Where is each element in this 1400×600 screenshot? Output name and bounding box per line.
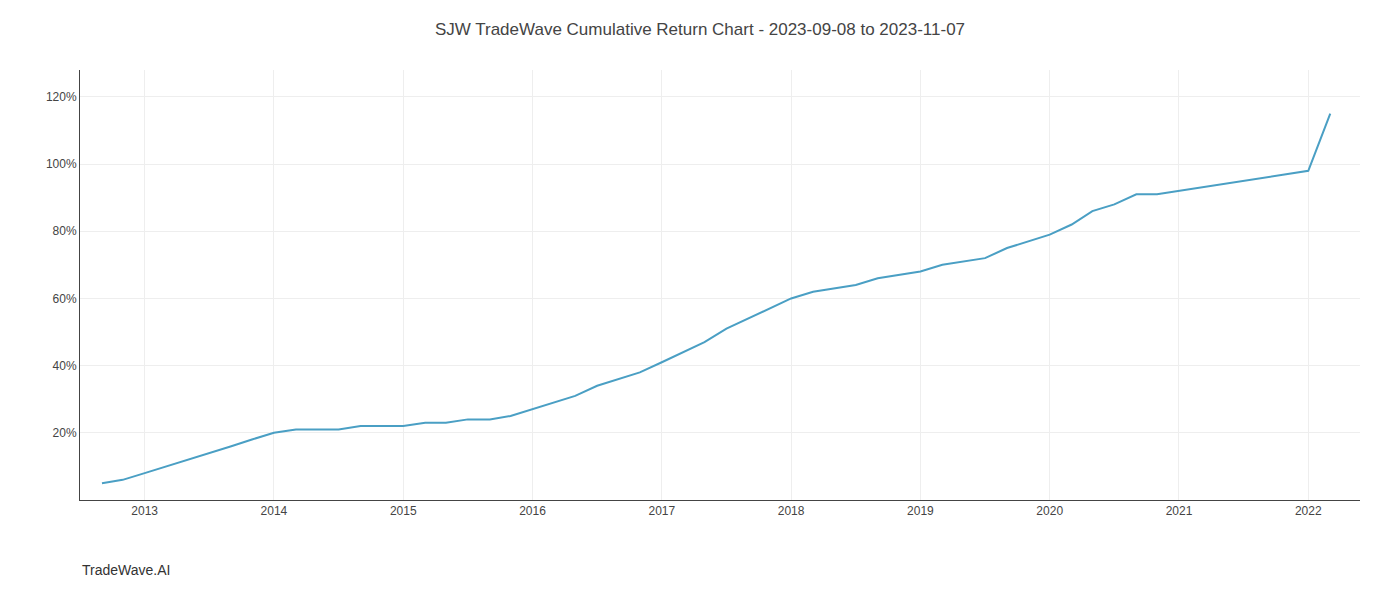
svg-text:2015: 2015: [390, 504, 417, 518]
svg-text:SJW TradeWave Cumulative Retur: SJW TradeWave Cumulative Return Chart - …: [435, 20, 965, 39]
svg-text:40%: 40%: [53, 359, 77, 373]
svg-text:60%: 60%: [53, 292, 77, 306]
svg-text:2022: 2022: [1295, 504, 1322, 518]
svg-text:2017: 2017: [648, 504, 675, 518]
svg-text:20%: 20%: [53, 426, 77, 440]
svg-text:2020: 2020: [1036, 504, 1063, 518]
svg-text:2018: 2018: [778, 504, 805, 518]
svg-text:2013: 2013: [131, 504, 158, 518]
svg-text:2014: 2014: [261, 504, 288, 518]
svg-text:2016: 2016: [519, 504, 546, 518]
svg-text:80%: 80%: [53, 224, 77, 238]
svg-text:TradeWave.AI: TradeWave.AI: [82, 562, 170, 578]
svg-text:2021: 2021: [1166, 504, 1193, 518]
svg-text:100%: 100%: [46, 157, 77, 171]
svg-text:120%: 120%: [46, 90, 77, 104]
svg-text:2019: 2019: [907, 504, 934, 518]
